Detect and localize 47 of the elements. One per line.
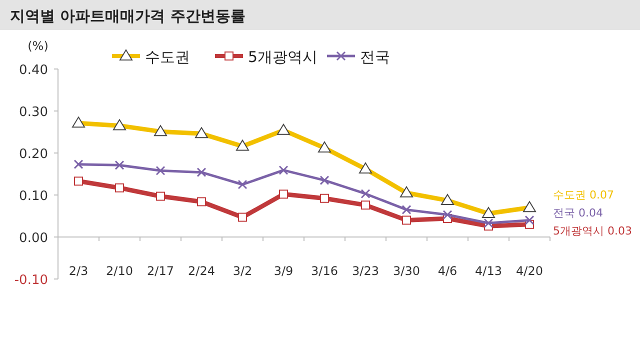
- point: [196, 168, 206, 178]
- y-tick-label: 0.00: [19, 231, 48, 246]
- annotation: 전국 0.04: [553, 206, 603, 220]
- x-tick-label: 2/3: [68, 264, 88, 278]
- x-tick-label: 2/10: [106, 264, 133, 278]
- legend-label: 수도권: [145, 48, 190, 66]
- annotation: 5개광역시 0.03: [553, 224, 632, 238]
- x-tick-label: 3/23: [352, 264, 379, 278]
- point: [278, 165, 288, 175]
- point: [402, 216, 411, 225]
- annotation: 수도권 0.07: [553, 188, 614, 202]
- point: [442, 210, 452, 220]
- y-tick-label: 0.10: [19, 189, 48, 204]
- point: [156, 166, 166, 176]
- y-tick-label: -0.10: [14, 273, 48, 288]
- legend-label: 전국: [360, 48, 390, 66]
- x-tick-label: 3/16: [311, 264, 338, 278]
- legend-label: 5개광역시: [248, 48, 318, 66]
- x-tick-label: 4/6: [438, 264, 458, 278]
- chart-title: 지역별 아파트매매가격 주간변동률: [10, 7, 246, 25]
- point: [156, 192, 165, 201]
- x-tick-label: 3/30: [393, 264, 420, 278]
- point: [238, 180, 248, 190]
- point: [484, 218, 494, 228]
- point: [402, 204, 412, 214]
- point: [238, 212, 247, 222]
- point: [361, 200, 370, 210]
- point: [115, 183, 124, 192]
- y-axis-title: (%): [28, 39, 48, 53]
- point: [114, 160, 124, 170]
- x-tick-label: 4/20: [516, 264, 543, 278]
- x-tick-label: 3/2: [232, 264, 252, 278]
- point: [74, 176, 83, 186]
- point: [360, 188, 370, 198]
- point: [524, 215, 534, 225]
- x-tick-label: 3/9: [274, 264, 294, 278]
- point: [279, 190, 288, 199]
- point: [74, 160, 84, 170]
- y-tick-label: 0.20: [19, 147, 48, 162]
- point: [320, 176, 330, 186]
- y-tick-label: 0.30: [19, 105, 48, 120]
- x-tick-label: 2/17: [147, 264, 174, 278]
- x-tick-label: 2/24: [188, 264, 215, 278]
- x-tick-label: 4/13: [475, 264, 502, 278]
- y-tick-label: 0.40: [19, 63, 48, 78]
- point: [197, 197, 206, 206]
- point: [320, 194, 329, 203]
